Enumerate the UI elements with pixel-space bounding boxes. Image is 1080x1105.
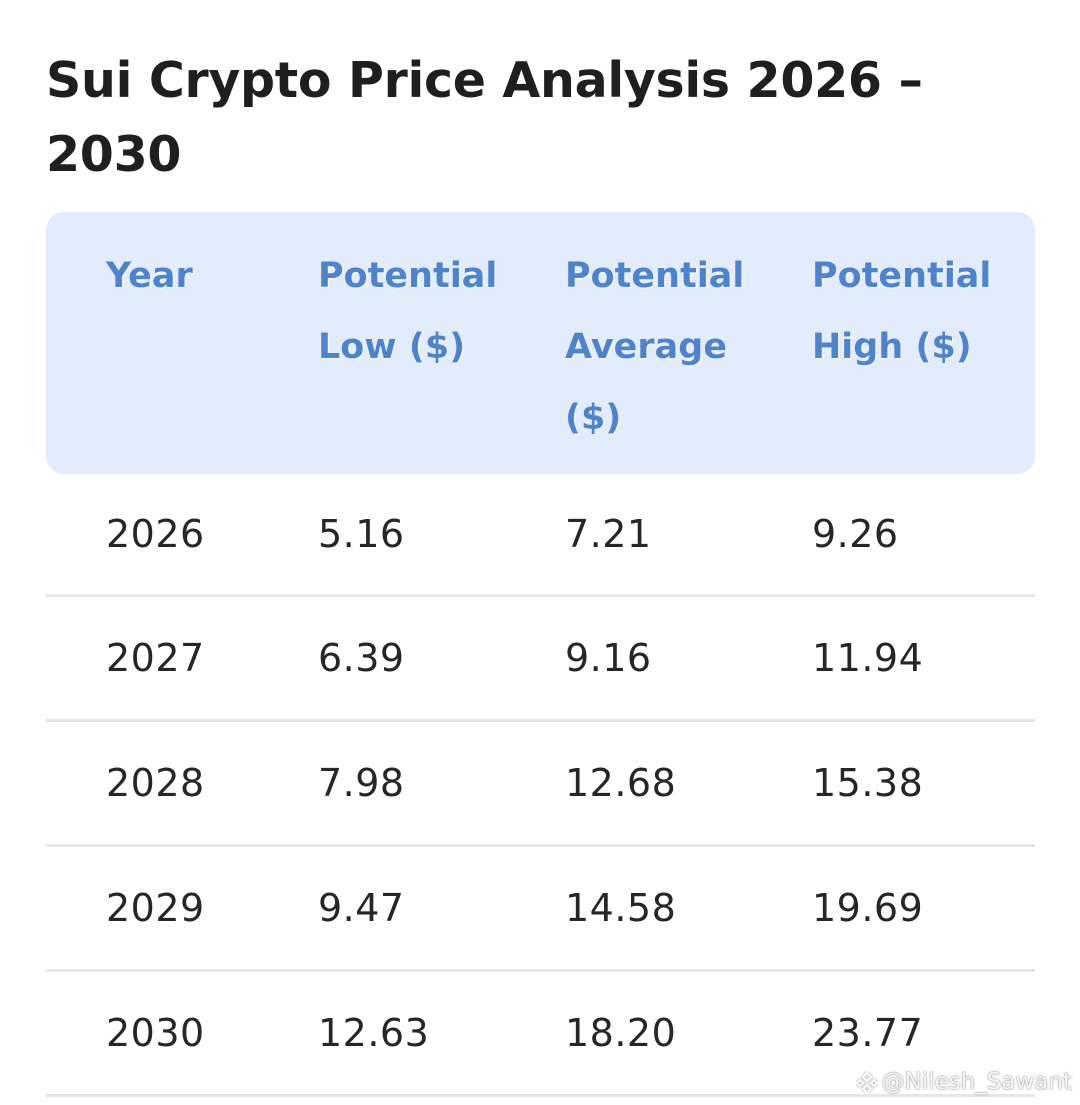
cell-low: 5.16: [318, 512, 405, 556]
header-potential-average: Potential Average ($): [565, 248, 765, 461]
table-row: 2026 5.16 7.21 9.26: [46, 474, 1035, 597]
header-year-line: Year: [106, 256, 193, 296]
header-average-line-2: Average: [565, 327, 728, 367]
cell-year: 2026: [106, 512, 205, 556]
cell-high: 11.94: [812, 636, 924, 680]
header-high-line-1: Potential: [812, 256, 992, 296]
header-average-line-3: ($): [565, 398, 622, 438]
header-low-line-1: Potential: [318, 256, 498, 296]
page-title: Sui Crypto Price Analysis 2026 – 2030: [46, 52, 923, 183]
header-average-line-1: Potential: [565, 256, 745, 296]
header-potential-high: Potential High ($): [812, 248, 1022, 390]
table-row: 2028 7.98 12.68 15.38: [46, 722, 1035, 847]
header-low-line-2: Low ($): [318, 327, 466, 367]
cell-year: 2030: [106, 1011, 205, 1055]
header-potential-low: Potential Low ($): [318, 248, 518, 390]
table-row: 2029 9.47 14.58 19.69: [46, 847, 1035, 972]
watermark: @Nilesh_Sawant: [855, 1069, 1072, 1095]
header-high-line-2: High ($): [812, 327, 972, 367]
table-row: 2027 6.39 9.16 11.94: [46, 597, 1035, 722]
binance-square-icon: [855, 1071, 879, 1095]
price-table: Year Potential Low ($) Potential Average…: [46, 212, 1035, 1097]
cell-high: 23.77: [812, 1011, 924, 1055]
cell-high: 19.69: [812, 886, 924, 930]
cell-average: 12.68: [565, 761, 677, 805]
table-header: Year Potential Low ($) Potential Average…: [46, 212, 1035, 474]
cell-average: 14.58: [565, 886, 677, 930]
watermark-handle: @Nilesh_Sawant: [881, 1069, 1072, 1095]
cell-low: 6.39: [318, 636, 405, 680]
cell-year: 2027: [106, 636, 205, 680]
cell-low: 12.63: [318, 1011, 430, 1055]
table-row: 2030 12.63 18.20 23.77: [46, 972, 1035, 1097]
cell-low: 7.98: [318, 761, 405, 805]
cell-low: 9.47: [318, 886, 405, 930]
cell-average: 18.20: [565, 1011, 677, 1055]
cell-year: 2029: [106, 886, 205, 930]
cell-high: 9.26: [812, 512, 899, 556]
cell-average: 7.21: [565, 512, 652, 556]
cell-year: 2028: [106, 761, 205, 805]
cell-high: 15.38: [812, 761, 924, 805]
cell-average: 9.16: [565, 636, 652, 680]
header-year: Year: [106, 248, 193, 319]
